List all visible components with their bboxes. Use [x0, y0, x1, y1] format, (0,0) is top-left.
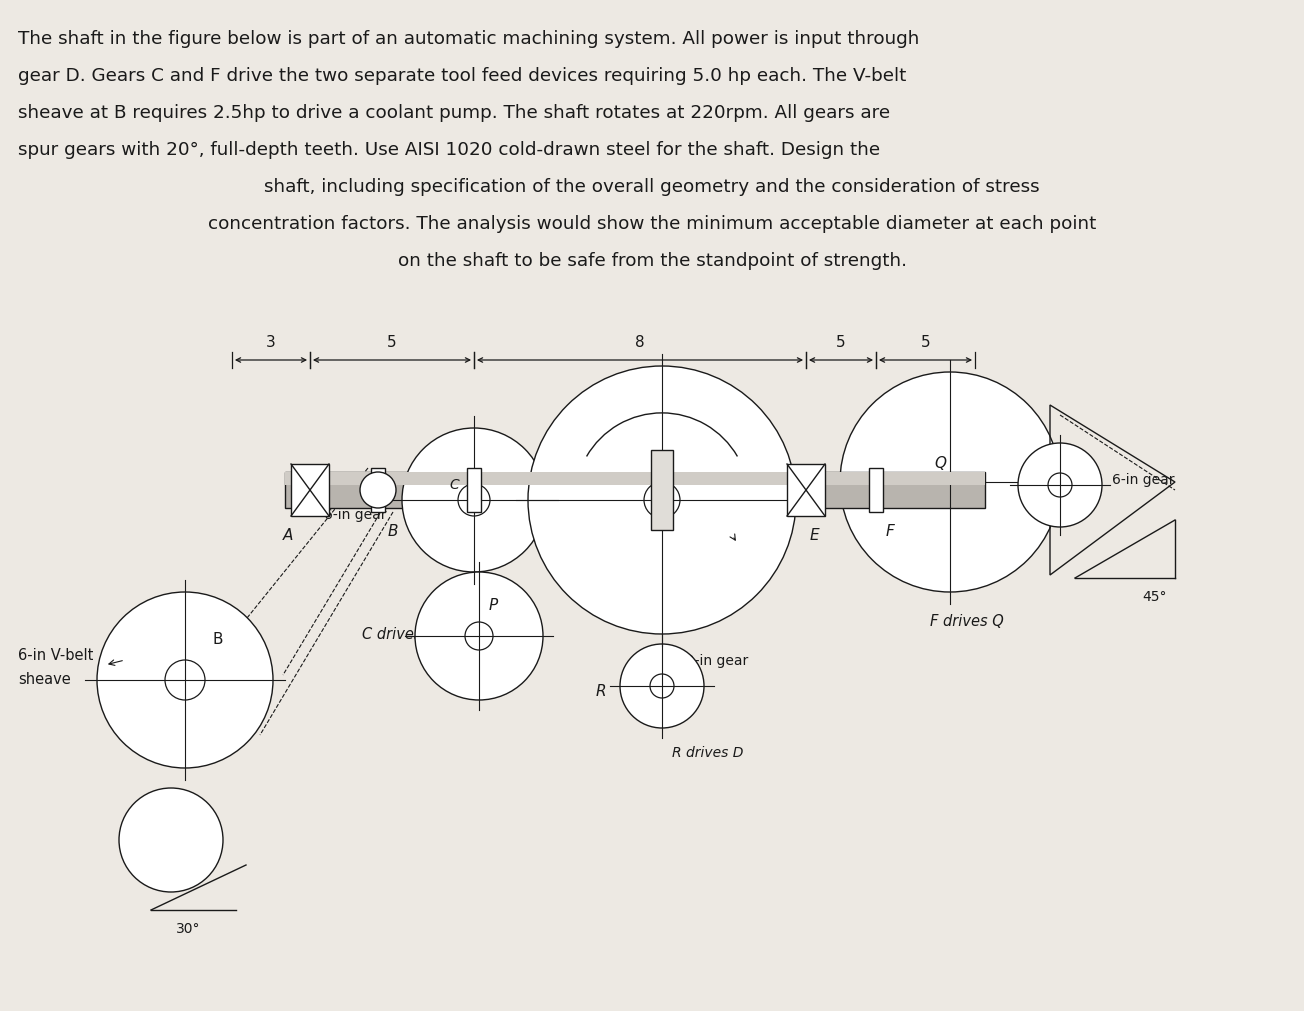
- Circle shape: [1018, 443, 1102, 527]
- Circle shape: [644, 482, 679, 518]
- Text: 6-in gear: 6-in gear: [1112, 473, 1175, 487]
- Circle shape: [619, 644, 704, 728]
- Bar: [868, 468, 883, 512]
- Text: R: R: [596, 683, 606, 699]
- Circle shape: [1048, 473, 1072, 497]
- Text: concentration factors. The analysis would show the minimum acceptable diameter a: concentration factors. The analysis woul…: [207, 215, 1097, 233]
- Text: 5: 5: [921, 335, 930, 350]
- Bar: [788, 464, 825, 516]
- Text: gear D. Gears C and F drive the two separate tool feed devices requiring 5.0 hp : gear D. Gears C and F drive the two sepa…: [18, 67, 906, 85]
- Text: 8: 8: [635, 335, 644, 350]
- Bar: [372, 468, 385, 512]
- Text: spur gears with 20°, full-depth teeth. Use AISI 1020 cold-drawn steel for the sh: spur gears with 20°, full-depth teeth. U…: [18, 141, 880, 159]
- Text: 45°: 45°: [1142, 590, 1167, 604]
- Text: sheave at B requires 2.5hp to drive a coolant pump. The shaft rotates at 220rpm.: sheave at B requires 2.5hp to drive a co…: [18, 104, 891, 122]
- Bar: [286, 472, 985, 484]
- Text: D: D: [677, 472, 689, 487]
- Bar: [467, 468, 481, 512]
- Text: D: D: [674, 540, 686, 555]
- Circle shape: [119, 788, 223, 892]
- Text: P: P: [489, 599, 498, 614]
- Circle shape: [96, 592, 273, 768]
- Circle shape: [166, 660, 205, 700]
- Text: F: F: [885, 524, 895, 539]
- Circle shape: [466, 622, 493, 650]
- Bar: [286, 472, 985, 508]
- Bar: [291, 464, 329, 516]
- Text: 12-in gear: 12-in gear: [677, 654, 748, 668]
- Bar: [651, 450, 673, 530]
- Text: 30°: 30°: [176, 922, 201, 936]
- Text: R drives D: R drives D: [672, 746, 743, 760]
- Text: 5: 5: [387, 335, 396, 350]
- Text: E: E: [810, 528, 820, 543]
- Text: sheave: sheave: [18, 672, 70, 687]
- Text: C: C: [449, 478, 459, 492]
- Circle shape: [528, 366, 795, 634]
- Circle shape: [649, 674, 674, 698]
- Circle shape: [360, 472, 396, 508]
- Text: C: C: [484, 524, 494, 539]
- Text: 6-in gear: 6-in gear: [325, 508, 387, 522]
- Text: B: B: [389, 524, 399, 539]
- Circle shape: [415, 572, 542, 700]
- Text: C drives P: C drives P: [363, 627, 436, 642]
- Text: The shaft in the figure below is part of an automatic machining system. All powe: The shaft in the figure below is part of…: [18, 30, 919, 48]
- Text: 5: 5: [836, 335, 846, 350]
- Text: on the shaft to be safe from the standpoint of strength.: on the shaft to be safe from the standpo…: [398, 252, 906, 270]
- Circle shape: [458, 484, 490, 516]
- Text: 3: 3: [266, 335, 276, 350]
- Circle shape: [840, 372, 1060, 592]
- Text: A: A: [283, 528, 293, 543]
- Circle shape: [402, 428, 546, 572]
- Text: 6-in V-belt: 6-in V-belt: [18, 648, 94, 663]
- Text: shaft, including specification of the overall geometry and the consideration of : shaft, including specification of the ov…: [265, 178, 1039, 196]
- Text: B: B: [213, 633, 223, 647]
- Text: Q: Q: [934, 457, 945, 471]
- Text: F: F: [1047, 483, 1055, 497]
- Text: F drives Q: F drives Q: [930, 614, 1004, 629]
